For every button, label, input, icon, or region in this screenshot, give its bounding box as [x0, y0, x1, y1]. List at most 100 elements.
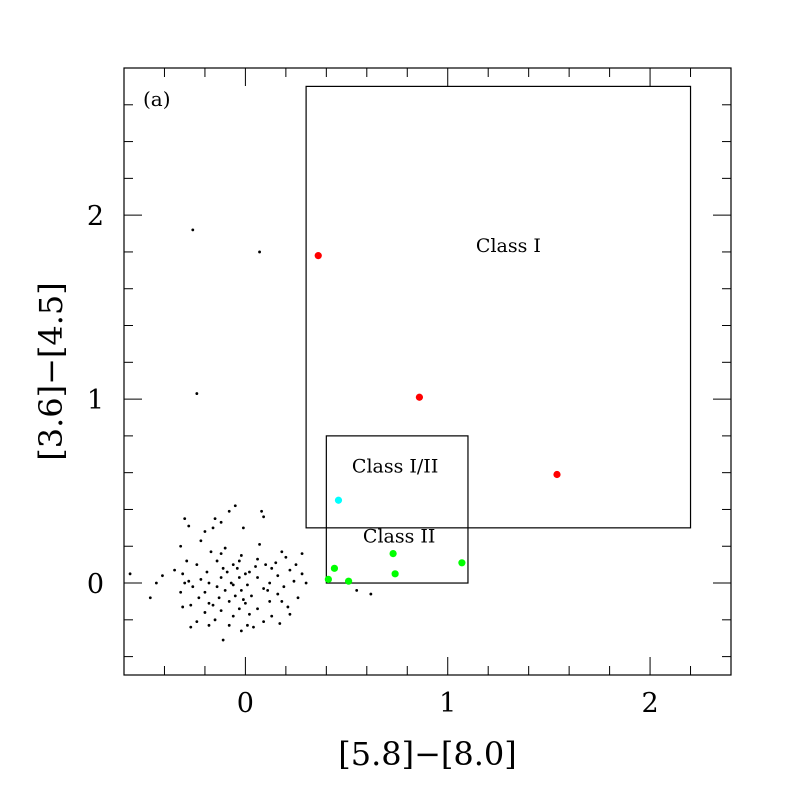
- field-star-point: [195, 563, 199, 567]
- yso-point: [314, 252, 322, 260]
- field-star-point: [183, 581, 187, 585]
- field-star-point: [233, 594, 237, 598]
- field-star-point: [270, 614, 274, 618]
- field-star-point: [205, 570, 209, 574]
- field-star-point: [294, 563, 298, 567]
- yso-point: [553, 470, 561, 479]
- field-star-point: [199, 577, 203, 581]
- panel-label: (a): [143, 87, 171, 111]
- field-star-point: [195, 392, 199, 395]
- field-star-point: [237, 559, 241, 563]
- field-star-point: [254, 565, 257, 568]
- field-star-point: [231, 563, 235, 567]
- classification-regions: Class I Class I/II Class II: [305, 85, 692, 584]
- region-box: [305, 85, 692, 529]
- yso-point: [330, 564, 339, 572]
- field-star-point: [225, 570, 229, 574]
- field-star-point: [187, 524, 191, 528]
- x-axis-title: [5.8]−[8.0]: [338, 735, 517, 773]
- field-star-point: [276, 574, 280, 578]
- field-star-point: [231, 583, 235, 587]
- field-star-point: [256, 576, 259, 579]
- field-star-point: [233, 504, 237, 508]
- field-star-point: [213, 517, 217, 521]
- field-star-point: [244, 572, 247, 576]
- field-star-point: [280, 550, 284, 554]
- field-star-point: [286, 605, 290, 609]
- field-star-point: [203, 530, 207, 533]
- field-star-point: [183, 517, 187, 521]
- yso-point: [458, 559, 466, 567]
- field-star-point: [252, 625, 255, 629]
- field-star-point: [355, 588, 359, 592]
- field-star-point: [181, 572, 185, 576]
- field-star-point: [231, 614, 235, 618]
- field-star-point: [262, 587, 266, 590]
- field-star-point: [246, 623, 249, 627]
- data-points: [128, 228, 561, 642]
- region-box: [325, 435, 469, 584]
- field-star-point: [195, 620, 199, 624]
- field-star-point: [191, 585, 195, 589]
- field-star-point: [260, 509, 263, 513]
- field-star-point: [266, 588, 270, 592]
- field-star-point: [148, 596, 152, 600]
- field-star-point: [239, 588, 243, 592]
- field-star-point: [241, 526, 245, 530]
- field-star-point: [203, 590, 207, 594]
- field-star-point: [296, 596, 300, 600]
- yso-point: [415, 393, 424, 401]
- field-star-point: [258, 250, 261, 254]
- field-star-point: [179, 544, 183, 548]
- field-star-point: [262, 515, 266, 519]
- field-star-point: [154, 581, 158, 585]
- field-star-point: [250, 594, 253, 598]
- field-star-point: [369, 592, 373, 596]
- yso-point: [344, 577, 353, 585]
- field-star-point: [300, 552, 304, 555]
- x-tick-label: 1: [439, 688, 456, 719]
- region-label: Class II: [363, 526, 436, 548]
- field-star-point: [215, 559, 219, 563]
- yso-point: [324, 575, 332, 583]
- field-star-point: [187, 579, 191, 583]
- field-star-point: [268, 581, 272, 585]
- field-star-point: [189, 625, 193, 629]
- field-star-point: [274, 561, 278, 565]
- field-star-point: [280, 600, 284, 603]
- field-star-point: [189, 603, 193, 607]
- field-star-point: [207, 581, 211, 585]
- field-star-point: [258, 543, 261, 546]
- field-star-point: [278, 622, 282, 625]
- field-star-point: [219, 520, 223, 524]
- field-star-point: [173, 568, 176, 572]
- field-star-point: [239, 554, 243, 557]
- axis-ticks: [124, 67, 732, 675]
- x-tick-label: 0: [237, 688, 254, 719]
- field-star-point: [219, 552, 223, 555]
- field-star-point: [191, 228, 195, 232]
- field-star-point: [248, 570, 251, 574]
- field-star-point: [282, 585, 286, 589]
- field-star-point: [223, 546, 227, 550]
- field-star-point: [300, 572, 304, 576]
- field-star-point: [227, 600, 231, 603]
- field-star-point: [256, 607, 259, 611]
- field-star-point: [288, 612, 292, 616]
- field-star-point: [207, 601, 211, 605]
- field-star-point: [211, 526, 215, 530]
- field-star-point: [213, 618, 217, 622]
- field-star-point: [229, 581, 233, 585]
- field-star-point: [217, 596, 221, 600]
- field-star-point: [262, 620, 266, 624]
- field-star-point: [276, 592, 280, 596]
- field-star-point: [219, 576, 223, 579]
- field-star-point: [256, 557, 259, 561]
- field-star-point: [221, 566, 225, 570]
- field-star-point: [248, 612, 251, 616]
- field-star-point: [215, 585, 219, 589]
- field-star-point: [227, 623, 231, 627]
- field-star-point: [292, 579, 296, 583]
- yso-point: [389, 550, 397, 558]
